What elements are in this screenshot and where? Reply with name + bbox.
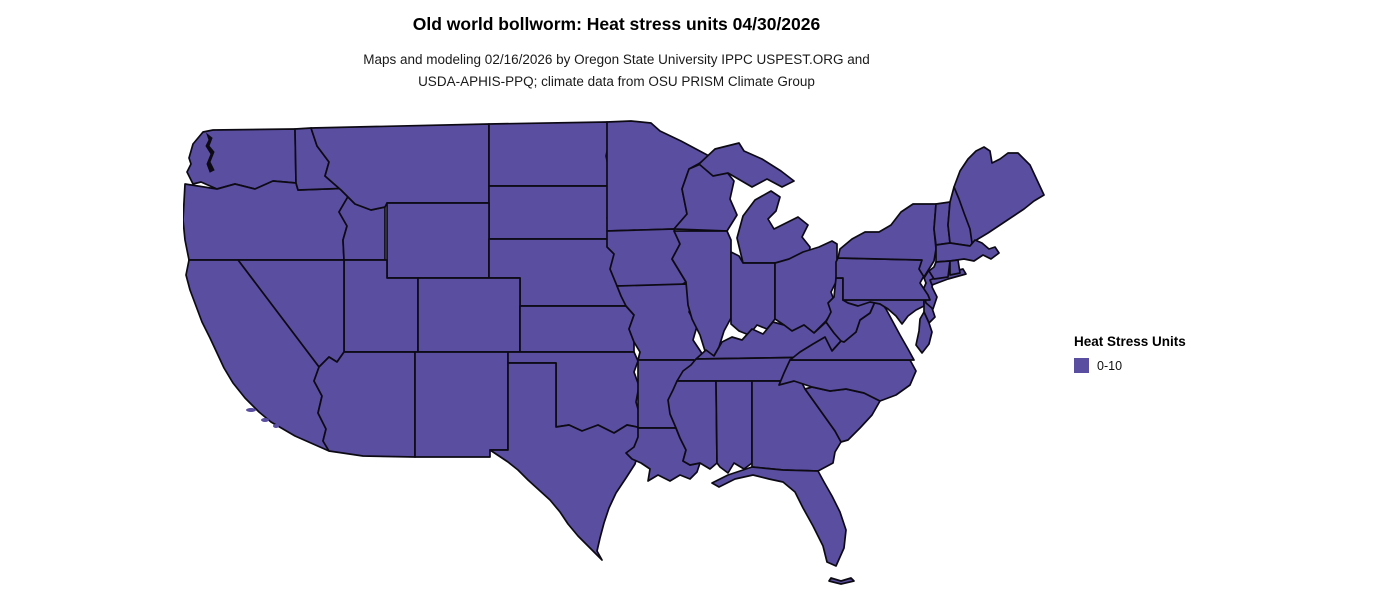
channel-island <box>246 408 256 412</box>
state-south-dakota <box>488 185 613 240</box>
state-wyoming <box>386 202 490 279</box>
us-map <box>182 120 1050 594</box>
state-texas <box>489 362 644 561</box>
state-michigan <box>736 190 811 264</box>
state-maine <box>953 146 1045 244</box>
state-colorado <box>417 277 521 353</box>
legend-item: 0-10 <box>1074 358 1186 373</box>
map-legend: Heat Stress Units 0-10 <box>1074 334 1186 373</box>
state-alabama <box>715 380 753 474</box>
state-north-carolina <box>778 359 917 402</box>
figure-title: Old world bollworm: Heat stress units 04… <box>412 14 821 34</box>
state-delmarva-peninsula <box>915 311 933 354</box>
state-pennsylvania <box>835 257 931 301</box>
figure-subtitle: Maps and modeling 02/16/2026 by Oregon S… <box>183 49 1050 93</box>
state-michigan-upper <box>698 142 795 188</box>
state-arizona <box>313 351 416 458</box>
state-kansas <box>519 305 635 353</box>
legend-color-swatch <box>1074 358 1089 373</box>
puget-sound <box>205 132 215 173</box>
state-indiana <box>730 251 776 336</box>
figure-subtitle-line1: Maps and modeling 02/16/2026 by Oregon S… <box>363 52 870 67</box>
state-oregon <box>182 180 354 261</box>
state-new-mexico <box>414 351 509 458</box>
legend-title: Heat Stress Units <box>1074 334 1186 349</box>
state-florida <box>711 466 847 567</box>
state-mississippi <box>667 380 718 470</box>
figure-header: Old world bollworm: Heat stress units 04… <box>183 14 1050 93</box>
us-states-layer <box>182 120 1045 585</box>
channel-island <box>273 424 279 428</box>
state-florida-keys <box>828 577 855 585</box>
legend-item-label: 0-10 <box>1097 358 1123 373</box>
channel-island <box>261 418 269 422</box>
state-rhode-island <box>949 259 961 276</box>
state-north-dakota <box>488 121 611 187</box>
state-washington <box>186 128 297 190</box>
figure-subtitle-line2: USDA-APHIS-PPQ; climate data from OSU PR… <box>418 74 815 89</box>
